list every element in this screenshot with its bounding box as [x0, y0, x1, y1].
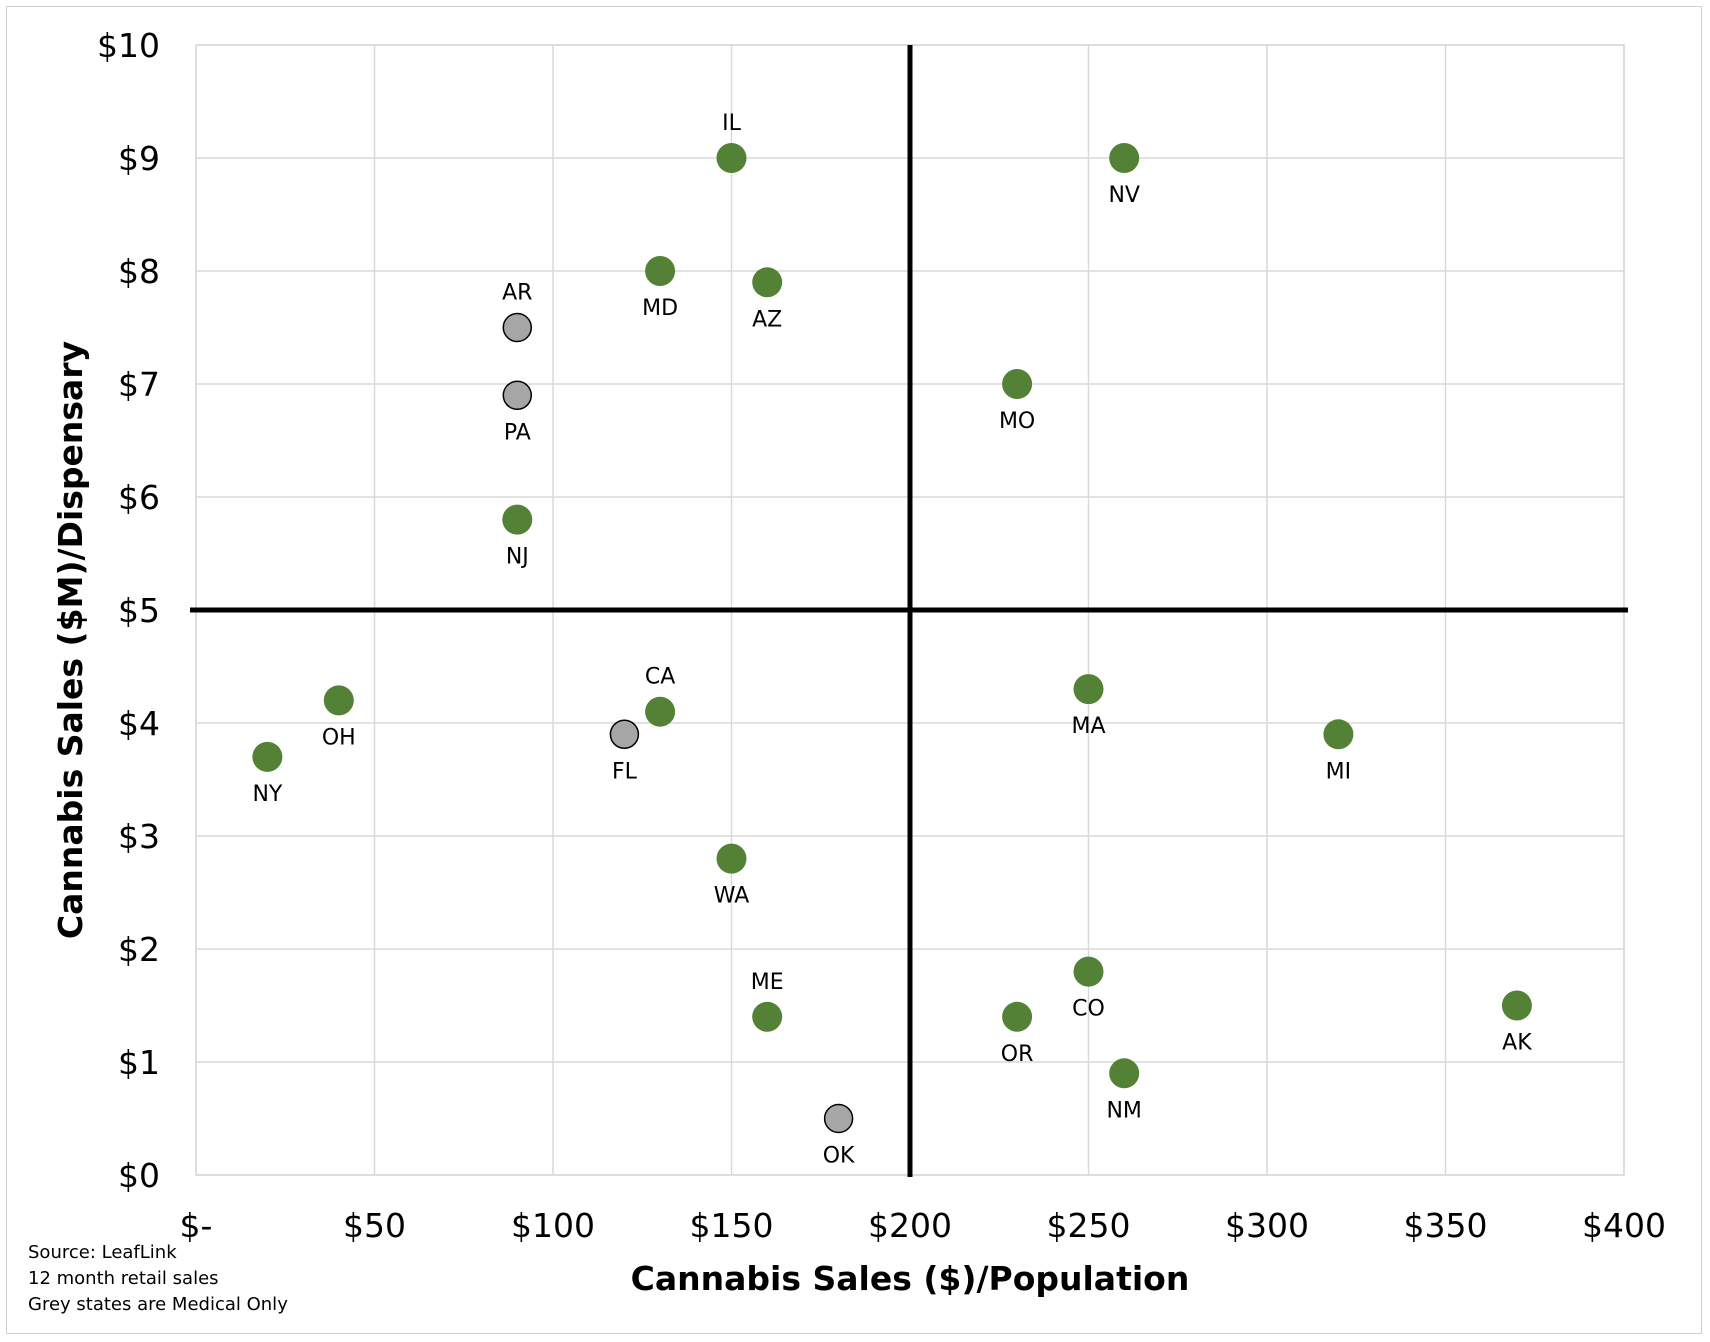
data-point-ma: MA [1071, 674, 1106, 739]
y-tick-label: $10 [97, 26, 160, 65]
x-tick-label: $- [180, 1206, 213, 1245]
y-tick-label: $0 [118, 1156, 160, 1195]
point-marker [1002, 369, 1033, 399]
data-point-or: OR [1001, 1001, 1034, 1067]
footnote-legend: Grey states are Medical Only [28, 1294, 288, 1315]
point-marker [1109, 1058, 1140, 1089]
data-point-fl: FL [609, 719, 640, 784]
x-tick-label: $100 [511, 1206, 595, 1245]
y-tick-label: $2 [118, 930, 160, 969]
data-point-co: CO [1072, 956, 1105, 1022]
data-point-nj: NJ [502, 504, 533, 570]
data-point-nv: NV [1108, 143, 1140, 208]
x-tick-label: $400 [1582, 1206, 1666, 1245]
point-marker [1073, 956, 1104, 987]
point-label: OR [1001, 1042, 1034, 1067]
data-point-md: MD [642, 256, 678, 321]
data-point-pa: PA [502, 380, 533, 445]
footnote-period: 12 month retail sales [28, 1268, 219, 1289]
y-tick-label: $1 [118, 1043, 160, 1082]
point-marker [752, 1001, 783, 1032]
x-tick-label: $300 [1225, 1206, 1309, 1245]
data-point-mi: MI [1323, 719, 1354, 784]
data-points: IL NV MD AZ AR PA MO NJ CA OH NY FL MA MI WA ME CO OR AK NM… [252, 111, 1532, 1169]
x-axis-title: Cannabis Sales ($)/Population [631, 1259, 1190, 1298]
point-marker [502, 504, 533, 535]
point-marker [1073, 674, 1104, 705]
point-label: PA [504, 420, 531, 445]
y-tick-label: $3 [118, 817, 160, 856]
point-label: OK [823, 1144, 855, 1169]
point-marker [752, 267, 783, 298]
data-point-nm: NM [1106, 1058, 1142, 1123]
data-point-me: ME [751, 970, 784, 1032]
y-tick-label: $8 [118, 252, 160, 291]
data-point-ar: AR [502, 281, 533, 343]
chart-frame [6, 6, 1702, 1334]
point-marker [823, 1103, 854, 1134]
point-label: NY [252, 782, 282, 807]
data-point-il: IL [716, 111, 747, 173]
data-point-ca: CA [645, 665, 675, 727]
x-tick-label: $200 [868, 1206, 952, 1245]
point-marker [502, 312, 533, 343]
point-label: NV [1108, 183, 1140, 208]
point-marker [1109, 143, 1140, 173]
point-label: CO [1072, 997, 1105, 1022]
data-point-oh: OH [322, 685, 356, 750]
point-marker [1323, 719, 1354, 750]
y-tick-label: $9 [118, 139, 160, 178]
point-label: OH [322, 725, 356, 750]
y-tick-label: $7 [118, 365, 160, 404]
point-label: IL [722, 111, 741, 136]
point-label: NJ [506, 545, 529, 570]
x-tick-label: $350 [1404, 1206, 1488, 1245]
point-label: AR [502, 281, 532, 306]
footnotes: Source: LeafLink 12 month retail sales G… [28, 1242, 288, 1315]
point-marker [323, 685, 354, 716]
point-label: WA [714, 884, 750, 909]
data-point-mo: MO [999, 369, 1035, 434]
data-point-ak: AK [1501, 990, 1532, 1056]
point-label: MI [1326, 759, 1351, 784]
point-label: AZ [752, 307, 782, 332]
point-marker [252, 741, 283, 772]
x-tick-label: $150 [690, 1206, 774, 1245]
quadrant-lines [190, 45, 1628, 1177]
data-point-ny: NY [252, 741, 283, 807]
data-point-ok: OK [823, 1103, 855, 1169]
point-label: ME [751, 970, 784, 995]
tick-labels: $- $50 $100 $150 $200 $250 $300 $350 $400 $0 $1 $2 $… [97, 26, 1666, 1245]
point-label: NM [1106, 1098, 1141, 1123]
point-label: CA [645, 665, 675, 690]
y-tick-label: $6 [118, 478, 160, 517]
data-point-az: AZ [752, 267, 782, 332]
point-label: MA [1071, 714, 1105, 739]
x-tick-label: $250 [1047, 1206, 1131, 1245]
point-marker [645, 256, 676, 286]
point-label: MO [999, 409, 1035, 434]
x-tick-label: $50 [343, 1206, 406, 1245]
point-marker [609, 719, 640, 750]
point-marker [716, 843, 747, 874]
point-marker [502, 380, 533, 411]
data-point-wa: WA [714, 843, 750, 909]
point-marker [716, 143, 747, 173]
point-label: AK [1502, 1031, 1532, 1056]
point-marker [1501, 990, 1532, 1021]
footnote-source: Source: LeafLink [28, 1242, 177, 1263]
y-tick-label: $4 [118, 704, 160, 743]
point-marker [1002, 1001, 1033, 1032]
point-label: FL [612, 759, 638, 784]
y-axis-title: Cannabis Sales ($M)/Dispensary [51, 341, 90, 939]
y-tick-label: $5 [118, 591, 160, 630]
point-label: MD [642, 296, 678, 321]
point-marker [645, 696, 676, 727]
